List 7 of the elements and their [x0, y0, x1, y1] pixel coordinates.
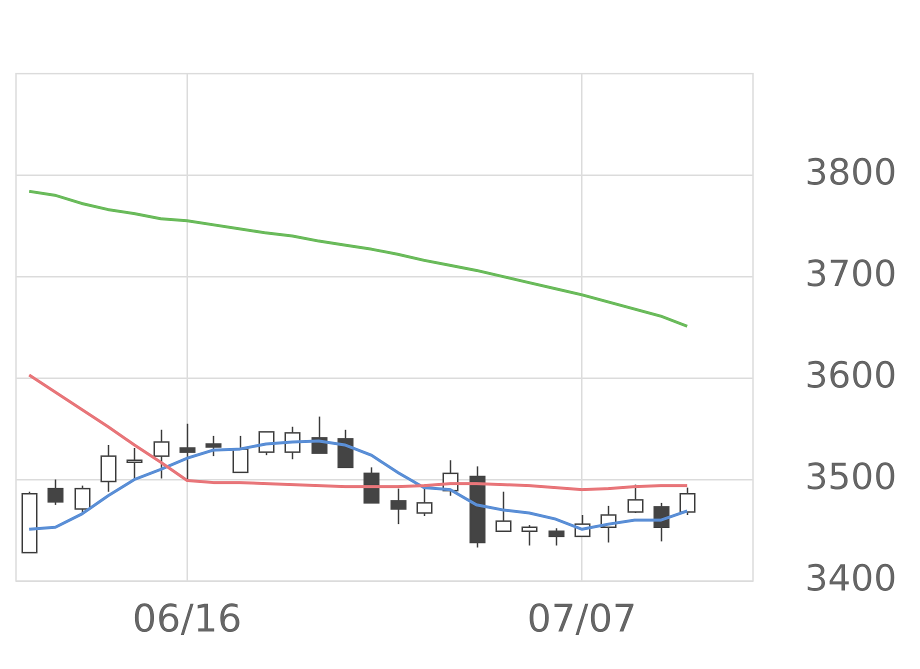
y-tick-label: 3500 — [805, 456, 897, 498]
x-tick-label: 06/16 — [132, 596, 242, 641]
y-tick-label: 3800 — [805, 152, 897, 194]
y-tick-label: 3400 — [805, 558, 897, 600]
x-tick-label: 07/07 — [527, 596, 637, 641]
y-tick-label: 3700 — [805, 254, 897, 295]
y-tick-label: 3600 — [805, 355, 897, 396]
